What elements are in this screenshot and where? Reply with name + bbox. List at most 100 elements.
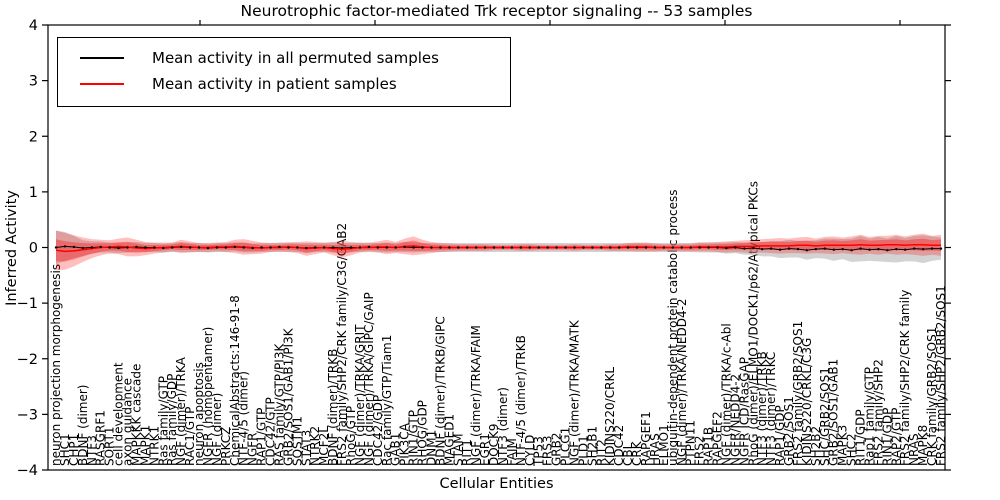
x-tick-label: GRB2/SOS1/GAB1/PI3K: [281, 327, 295, 466]
permuted-mean-marker: [457, 246, 460, 249]
x-tick-label: GRB2: [550, 432, 564, 466]
permuted-mean-marker: [403, 245, 406, 249]
permuted-mean-marker: [537, 246, 540, 249]
x-tick-label: Rac family/GTP/Tiam1: [380, 335, 394, 466]
permuted-mean-marker: [358, 246, 362, 249]
permuted-mean-marker: [144, 246, 147, 249]
x-tick-label: RIT2: [594, 439, 608, 466]
permuted-mean-marker: [707, 246, 710, 249]
permuted-mean-marker: [644, 246, 648, 249]
x-tick-label: NGFR ICD/RasGAP: [737, 357, 751, 466]
permuted-mean-marker: [197, 246, 201, 249]
x-tick-label: TP53: [532, 436, 546, 467]
permuted-mean-marker: [305, 246, 308, 250]
y-tick-label: 3: [29, 74, 38, 90]
x-tick-label: NGFR: [246, 432, 260, 466]
x-tick-label: MAPKKK cascade: [129, 364, 143, 466]
permuted-mean-marker: [796, 247, 800, 251]
x-tick-label: NTRK1: [147, 426, 161, 466]
permuted-mean-marker: [153, 246, 156, 249]
permuted-mean-marker: [528, 246, 531, 249]
x-tick-label: FRS2 family/SHP2/GRB2/SOS1: [934, 285, 948, 466]
permuted-mean-marker: [376, 246, 380, 249]
x-tick-label: MAGED1: [442, 414, 456, 466]
permuted-mean-marker: [99, 245, 102, 249]
permuted-mean-marker: [752, 246, 755, 250]
permuted-mean-marker: [573, 246, 576, 249]
x-tick-label: SORT1: [103, 427, 117, 467]
x-tick-label: CRK: [630, 440, 644, 466]
permuted-mean-marker: [609, 246, 612, 249]
y-axis-title: Inferred Activity: [4, 190, 20, 306]
x-tick-label: FRS2 family/GRB2/SOS1: [791, 321, 805, 466]
permuted-line-swatch: [80, 57, 124, 59]
permuted-mean-marker: [787, 247, 791, 250]
x-tick-label: MAPK8: [916, 425, 930, 466]
permuted-mean-marker: [448, 246, 451, 249]
x-tick-label: GRB2/SOS1: [782, 396, 796, 466]
permuted-mean-marker: [81, 246, 85, 250]
y-tick-label: 0: [29, 241, 38, 257]
x-tick-label: Ras family/GTP: [156, 376, 170, 466]
permuted-mean-marker: [314, 246, 317, 249]
permuted-mean-marker: [912, 247, 916, 250]
x-tick-label: CYLD: [523, 435, 537, 466]
x-tick-label: PTPN11: [684, 420, 698, 466]
permuted-mean-marker: [206, 246, 210, 250]
permuted-mean-marker: [90, 246, 93, 249]
permuted-mean-marker: [716, 246, 719, 249]
legend-label-permuted: Mean activity in all permuted samples: [152, 49, 439, 67]
permuted-mean-marker: [430, 246, 433, 249]
x-tick-label: Ras family/GDP: [165, 374, 179, 466]
permuted-mean-marker: [850, 249, 853, 252]
permuted-mean-marker: [412, 246, 415, 249]
x-tick-label: neuron projection morphogenesis: [49, 264, 63, 466]
x-tick-label: MAPK3: [836, 425, 850, 466]
x-tick-label: RIN1/GTP: [407, 410, 421, 466]
permuted-mean-marker: [662, 246, 666, 249]
permuted-mean-marker: [698, 246, 701, 249]
x-tick-label: BDNF (dimer)/TRKB/GIPC: [433, 316, 447, 466]
permuted-mean-marker: [653, 246, 657, 249]
patient-mean-line: [55, 243, 941, 253]
permuted-mean-marker: [331, 246, 335, 249]
permuted-mean-marker: [108, 246, 111, 249]
permuted-mean-marker: [778, 248, 782, 251]
permuted-mean-marker: [224, 246, 228, 249]
x-tick-label: NGF (dimer)/TRKA/c-Abl: [719, 323, 733, 466]
x-tick-label: neuron apoptosis: [192, 362, 206, 466]
y-tick-label: −3: [17, 407, 38, 423]
permuted-mean-marker: [492, 246, 496, 249]
x-tick-label: HRAS: [648, 433, 662, 466]
permuted-mean-marker: [841, 247, 844, 251]
x-tick-label: Rap1 family/GTP: [862, 367, 876, 466]
x-tick-label: RAS family/GTP/PI3K: [272, 343, 286, 466]
permuted-mean-marker: [582, 246, 585, 249]
x-tick-label: CBL: [621, 442, 635, 466]
permuted-mean-marker: [868, 248, 871, 251]
permuted-mean-marker: [823, 247, 826, 250]
x-tick-label: CHP1: [67, 434, 81, 466]
x-tick-label: RAPGEF2: [711, 411, 725, 466]
permuted-mean-marker: [215, 246, 219, 249]
permuted-mean-marker: [689, 246, 692, 249]
permuted-mean-marker: [349, 246, 353, 249]
permuted-mean-marker: [734, 246, 737, 249]
permuted-mean-marker: [600, 246, 603, 249]
patient-line-swatch: [80, 83, 124, 85]
permuted-mean-marker: [466, 246, 469, 249]
x-tick-label: KIDINS220/CRKL/C3G: [800, 338, 814, 466]
permuted-mean-marker: [886, 249, 889, 252]
x-tick-label: FRS2 family/SHP2/CRK family/C3G/GAB2: [335, 223, 349, 466]
x-tick-label: STAM: [451, 433, 465, 466]
legend-box: Mean activity in all permuted samples Me…: [57, 37, 511, 107]
x-tick-label: RASGRF1: [94, 410, 108, 466]
x-tick-label: ChemicalAbstracts:146-91-8: [228, 295, 242, 466]
permuted-mean-marker: [510, 246, 514, 249]
x-tick-label: RAPGEF1: [639, 411, 653, 466]
x-tick-label: CDC42: [612, 425, 626, 466]
y-tick-label: 1: [29, 185, 38, 201]
x-tick-label: GAB1: [389, 433, 403, 466]
x-tick-label: PIK3CA: [398, 422, 412, 466]
